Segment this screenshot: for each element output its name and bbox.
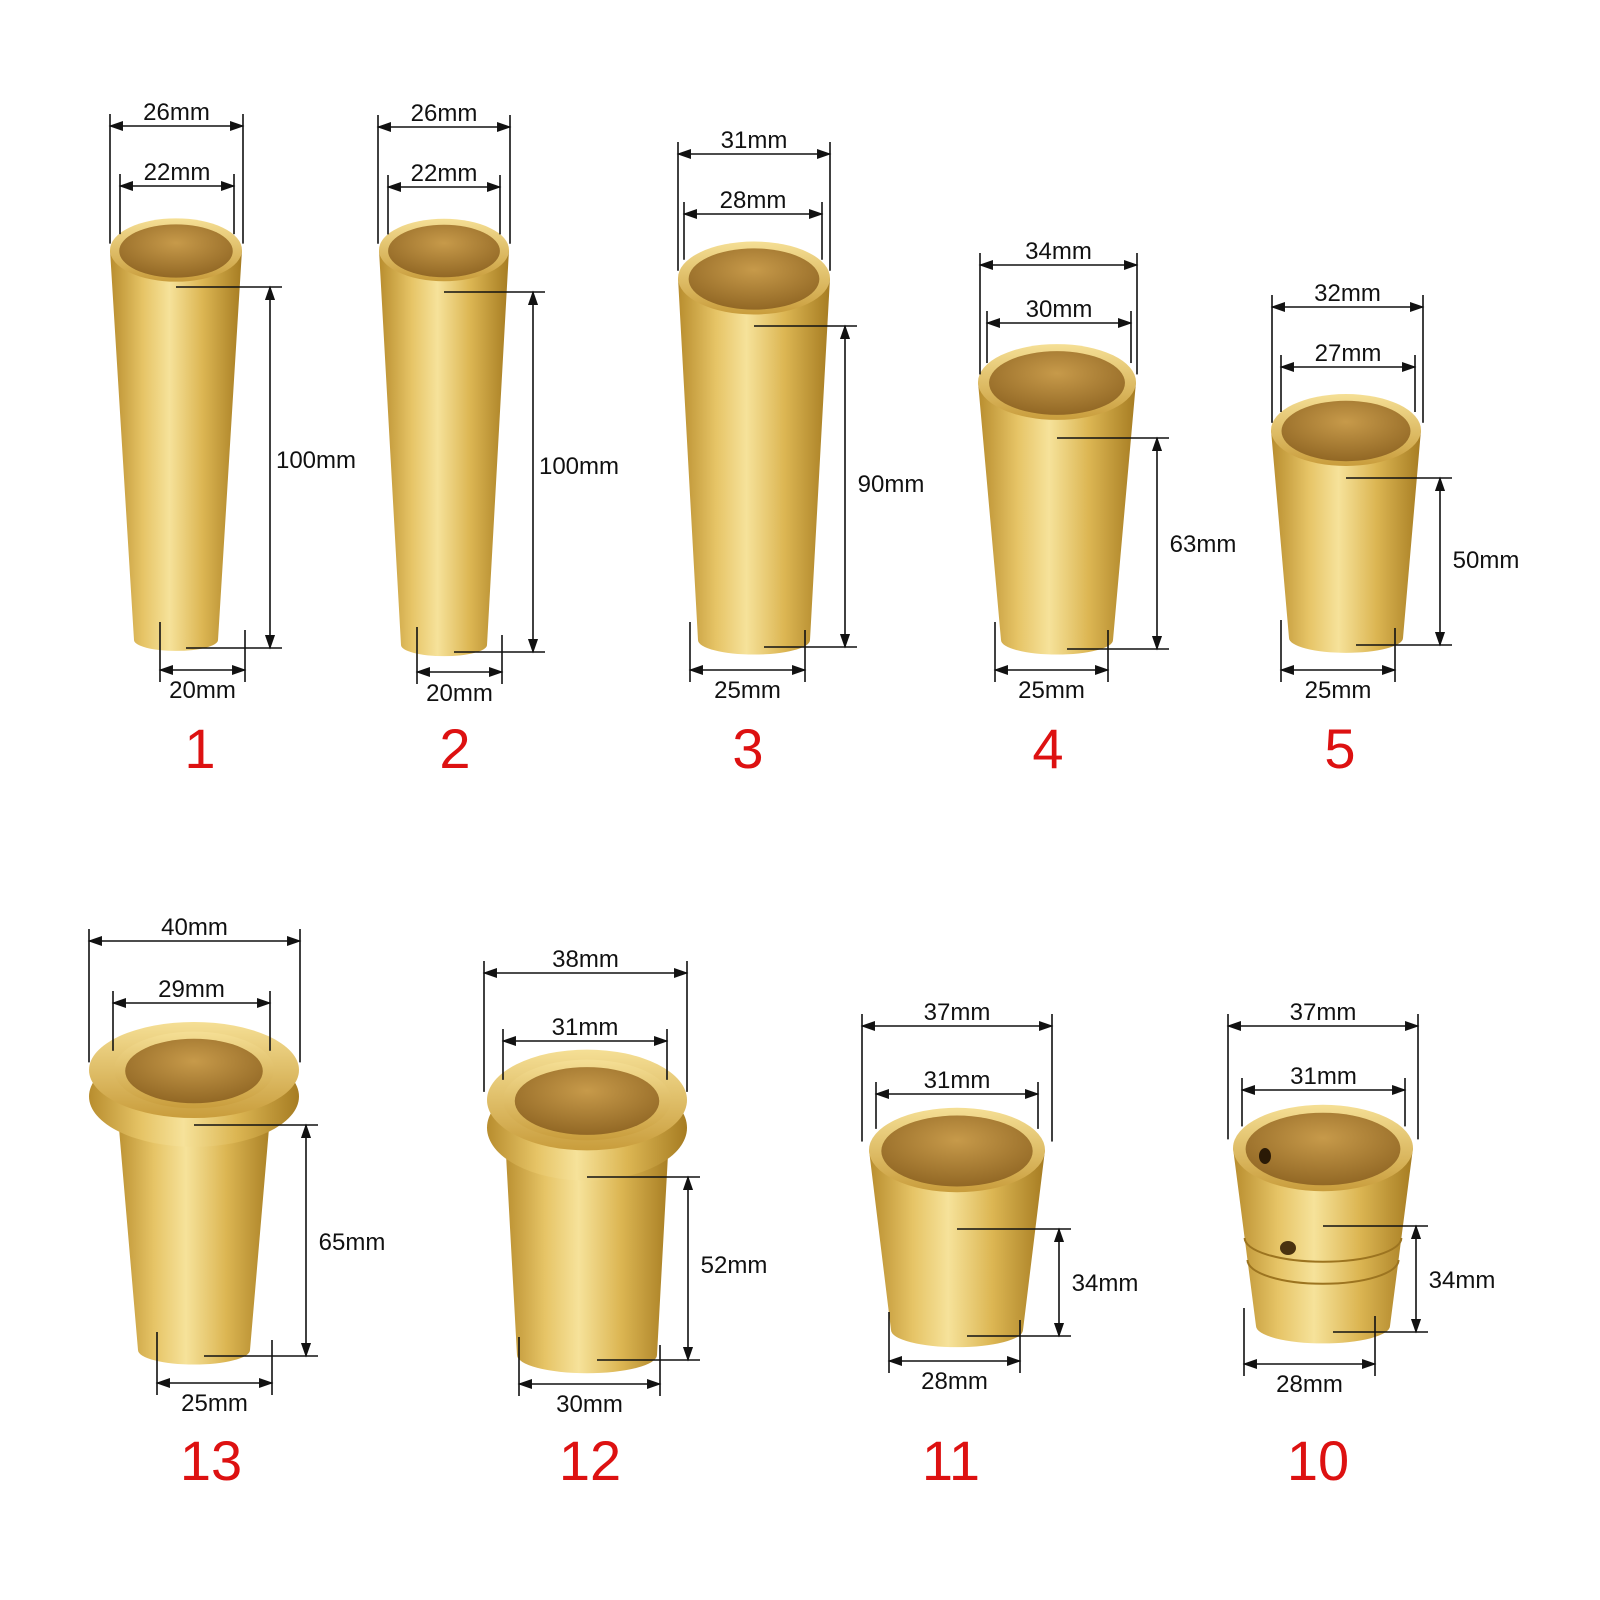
brass-ferrule-icon (978, 382, 1136, 655)
bottom-diameter-label: 20mm (169, 677, 236, 704)
bottom-diameter-label: 28mm (1276, 1371, 1343, 1398)
height-label: 63mm (1170, 531, 1237, 558)
item-number: 3 (732, 717, 763, 780)
ferrule-opening (881, 1115, 1033, 1187)
height-label: 100mm (539, 453, 619, 480)
height-label: 52mm (701, 1252, 768, 1279)
top-outer-diameter-label: 26mm (143, 99, 210, 126)
brass-ferrule-icon (1271, 430, 1421, 653)
top-inner-diameter-label: 27mm (1315, 340, 1382, 367)
height-label: 34mm (1429, 1267, 1496, 1294)
top-inner-diameter-label: 31mm (552, 1014, 619, 1041)
top-inner-diameter-label: 22mm (144, 159, 211, 186)
bottom-diameter-label: 30mm (556, 1391, 623, 1418)
brass-ferrule-icon (110, 250, 242, 651)
height-label: 100mm (276, 447, 356, 474)
screw-hole (1280, 1241, 1296, 1255)
height-label: 65mm (319, 1229, 386, 1256)
fitting-item-2: 26mm 22mm 100mm 20mm 2 (376, 100, 619, 780)
top-inner-diameter-label: 22mm (411, 160, 478, 187)
brass-ferrule-icon (114, 1070, 274, 1365)
ferrule-opening (989, 351, 1125, 415)
top-outer-diameter-label: 37mm (924, 999, 991, 1026)
item-number: 2 (439, 717, 470, 780)
bottom-diameter-label: 28mm (921, 1368, 988, 1395)
bottom-diameter-label: 25mm (181, 1390, 248, 1417)
brass-ferrule-icon (869, 1150, 1045, 1348)
top-outer-diameter-label: 26mm (411, 100, 478, 127)
height-label: 90mm (858, 471, 925, 498)
ferrule-opening (1281, 400, 1411, 462)
fitting-item-10: 37mm 31mm 34mm 28mm 10 (1226, 999, 1496, 1492)
bottom-diameter-label: 25mm (1305, 677, 1372, 704)
ferrule-opening (688, 248, 820, 310)
item-number: 12 (559, 1429, 621, 1492)
brass-ferrule-icon (678, 278, 830, 655)
brass-ferrule-icon (379, 250, 509, 657)
top-inner-diameter-label: 31mm (924, 1067, 991, 1094)
groove-ring (1243, 1237, 1403, 1263)
top-inner-diameter-label: 31mm (1290, 1063, 1357, 1090)
bottom-diameter-label: 25mm (1018, 677, 1085, 704)
groove-ring (1246, 1259, 1400, 1285)
ferrule-opening (1245, 1112, 1401, 1186)
ferrule-opening (514, 1067, 660, 1135)
bottom-diameter-label: 20mm (426, 680, 493, 707)
item-number: 13 (180, 1429, 242, 1492)
top-inner-diameter-label: 28mm (720, 187, 787, 214)
top-outer-diameter-label: 32mm (1314, 280, 1381, 307)
bottom-diameter-label: 25mm (714, 677, 781, 704)
screw-hole (1259, 1148, 1271, 1164)
top-outer-diameter-label: 31mm (721, 127, 788, 154)
fitting-item-12: 38mm 31mm 52mm 30mm 12 (482, 946, 768, 1492)
ferrule-opening (119, 224, 233, 278)
top-inner-diameter-label: 30mm (1026, 296, 1093, 323)
fitting-item-1: 26mm 22mm 100mm 20mm 1 (108, 99, 356, 780)
top-outer-diameter-label: 40mm (161, 914, 228, 941)
ferrule-opening (388, 224, 500, 278)
item-number: 4 (1032, 717, 1063, 780)
fitting-item-11: 37mm 31mm 34mm 28mm 11 (860, 999, 1139, 1492)
fitting-item-4: 34mm 30mm 63mm 25mm 4 (978, 238, 1236, 780)
top-outer-diameter-label: 38mm (552, 946, 619, 973)
top-outer-diameter-label: 34mm (1025, 238, 1092, 265)
height-label: 34mm (1072, 1270, 1139, 1297)
brass-ferrule-icon (1233, 1148, 1413, 1344)
height-label: 50mm (1453, 547, 1520, 574)
item-number: 1 (184, 717, 215, 780)
fitting-item-5: 32mm 27mm 50mm 25mm 5 (1270, 280, 1520, 780)
top-inner-diameter-label: 29mm (158, 976, 225, 1003)
item-number: 11 (922, 1429, 980, 1492)
fitting-item-13: 40mm 29mm 65mm 25mm 13 (87, 914, 386, 1492)
ferrule-opening (125, 1038, 263, 1104)
top-outer-diameter-label: 37mm (1290, 999, 1357, 1026)
fitting-item-3: 31mm 28mm 90mm 25mm 3 (676, 127, 925, 780)
item-number: 10 (1287, 1429, 1349, 1492)
item-number: 5 (1324, 717, 1355, 780)
